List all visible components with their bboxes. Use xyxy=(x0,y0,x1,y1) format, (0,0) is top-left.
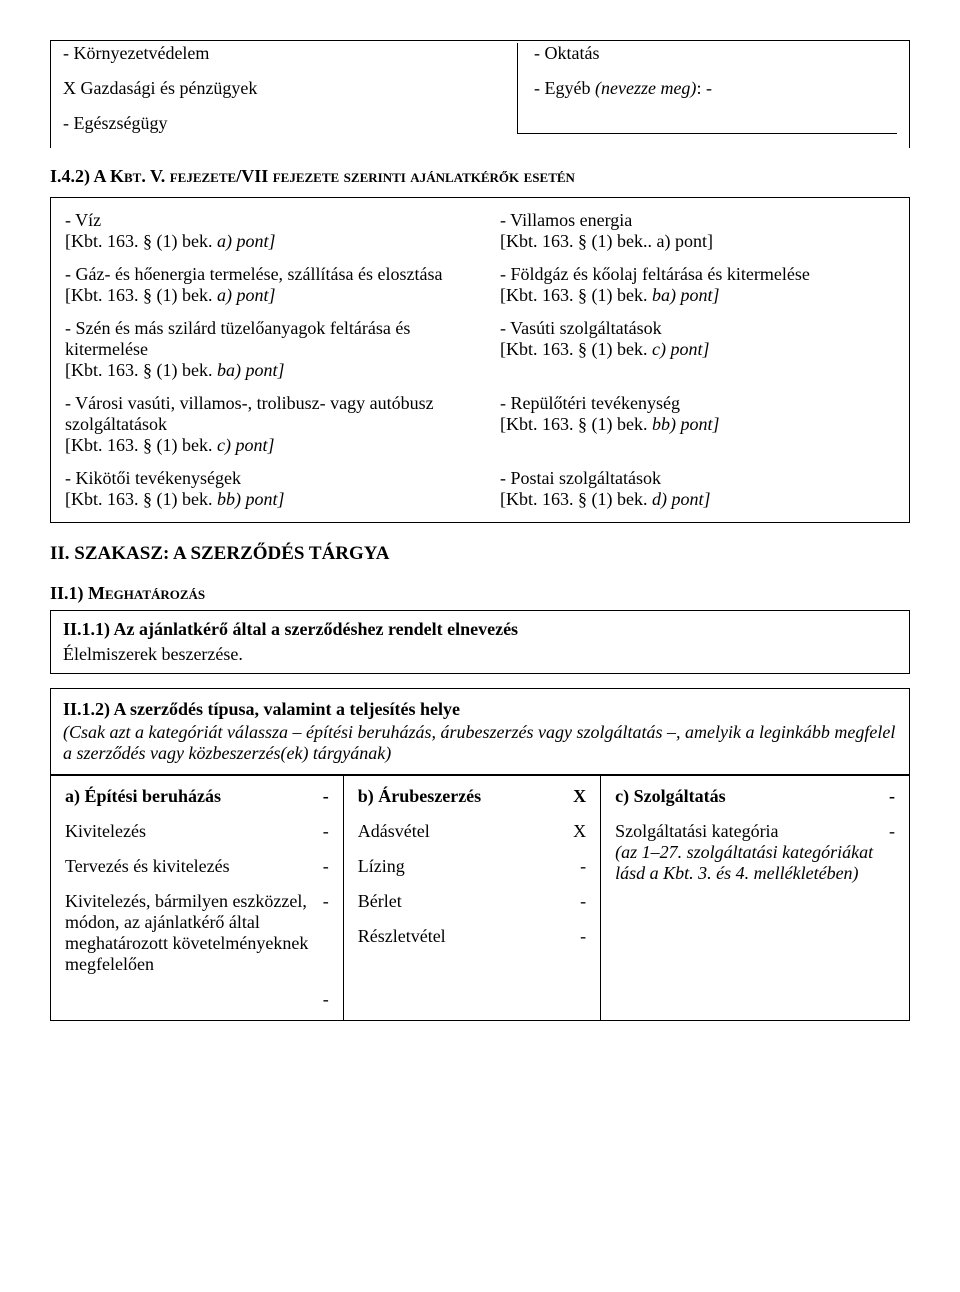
procure-item-mark: - xyxy=(313,821,329,842)
utilities-cell-left: - Városi vasúti, villamos-, trolibusz- v… xyxy=(65,393,460,456)
utilities-cell-left: - Kikötői tevékenységek[Kbt. 163. § (1) … xyxy=(65,468,460,510)
activity-other: - Egyéb (nevezze meg): - xyxy=(534,78,891,99)
utilities-cell-right: - Postai szolgáltatások[Kbt. 163. § (1) … xyxy=(500,468,895,510)
utilities-label: - Szén és más szilárd tüzelőanyagok felt… xyxy=(65,318,460,360)
utilities-ref: [Kbt. 163. § (1) bek. a) pont] xyxy=(65,285,460,306)
activity-left: - Környezetvédelem X Gazdasági és pénzüg… xyxy=(63,43,518,134)
utilities-ref: [Kbt. 163. § (1) bek.. a) pont] xyxy=(500,231,895,252)
procure-item: Részletvétel - xyxy=(358,926,586,947)
activity-edu: - Oktatás xyxy=(534,43,891,64)
utilities-ref: [Kbt. 163. § (1) bek. ba) pont] xyxy=(65,360,460,381)
utilities-list: - Víz[Kbt. 163. § (1) bek. a) pont]- Vil… xyxy=(65,210,895,510)
procure-item-mark: - xyxy=(570,926,586,947)
utilities-label: - Villamos energia xyxy=(500,210,895,231)
activity-econ: X Gazdasági és pénzügyek xyxy=(63,78,503,99)
utilities-label: - Földgáz és kőolaj feltárása és kiterme… xyxy=(500,264,895,285)
procure-item: Adásvétel X xyxy=(358,821,586,842)
utilities-ref: [Kbt. 163. § (1) bek. bb) pont] xyxy=(500,414,895,435)
utilities-cell-right: - Vasúti szolgáltatások[Kbt. 163. § (1) … xyxy=(500,318,895,381)
col-b-items: Adásvétel X Lízing - Bérlet - Részletvétel - xyxy=(358,821,586,947)
utilities-label: - Gáz- és hőenergia termelése, szállítás… xyxy=(65,264,460,285)
procure-item-label: Kivitelezés, bármilyen eszközzel, módon,… xyxy=(65,891,313,975)
procure-col-a: a) Építési beruházás - Kivitelezés-Terve… xyxy=(51,776,343,1020)
utilities-row: - Gáz- és hőenergia termelése, szállítás… xyxy=(65,264,895,306)
procure-item-mark: - xyxy=(313,891,329,975)
activity-health: - Egészségügy xyxy=(63,113,503,134)
utilities-row: - Városi vasúti, villamos-, trolibusz- v… xyxy=(65,393,895,456)
section-ii-heading: II. SZAKASZ: A SZERZŐDÉS TÁRGYA xyxy=(50,543,910,565)
section-ii1-heading: II.1) Meghatározás xyxy=(50,583,910,604)
utilities-cell-left: - Szén és más szilárd tüzelőanyagok felt… xyxy=(65,318,460,381)
utilities-ref: [Kbt. 163. § (1) bek. d) pont] xyxy=(500,489,895,510)
utilities-cell-right: - Földgáz és kőolaj feltárása és kiterme… xyxy=(500,264,895,306)
procure-item-trailing: - xyxy=(65,989,329,1010)
utilities-box: - Víz[Kbt. 163. § (1) bek. a) pont]- Vil… xyxy=(50,197,910,523)
ii11-body: Élelmiszerek beszerzése. xyxy=(63,644,897,665)
col-a-items: Kivitelezés-Tervezés és kivitelezés-Kivi… xyxy=(65,821,329,1010)
col-a-header: a) Építési beruházás - xyxy=(65,786,329,807)
col-c-header: c) Szolgáltatás - xyxy=(615,786,895,807)
procure-item: Kivitelezés - xyxy=(65,821,329,842)
utilities-row: - Kikötői tevékenységek[Kbt. 163. § (1) … xyxy=(65,468,895,510)
utilities-ref: [Kbt. 163. § (1) bek. c) pont] xyxy=(500,339,895,360)
procure-item: Tervezés és kivitelezés - xyxy=(65,856,329,877)
ii12-title: II.1.2) A szerződés típusa, valamint a t… xyxy=(63,699,897,720)
utilities-ref: [Kbt. 163. § (1) bek. c) pont] xyxy=(65,435,460,456)
utilities-label: - Víz xyxy=(65,210,460,231)
ii12-box: II.1.2) A szerződés típusa, valamint a t… xyxy=(50,688,910,775)
utilities-cell-right: - Villamos energia[Kbt. 163. § (1) bek..… xyxy=(500,210,895,252)
procure-item-label: Bérlet xyxy=(358,891,402,912)
utilities-ref: [Kbt. 163. § (1) bek. bb) pont] xyxy=(65,489,460,510)
utilities-label: - Vasúti szolgáltatások xyxy=(500,318,895,339)
procure-table: a) Építési beruházás - Kivitelezés-Terve… xyxy=(50,775,910,1021)
ii11-title: II.1.1) Az ajánlatkérő által a szerződés… xyxy=(63,619,897,640)
activity-env: - Környezetvédelem xyxy=(63,43,503,64)
utilities-label: - Kikötői tevékenységek xyxy=(65,468,460,489)
procure-item-mark: - xyxy=(570,891,586,912)
activity-table: - Környezetvédelem X Gazdasági és pénzüg… xyxy=(63,43,897,134)
procure-item-label: Részletvétel xyxy=(358,926,446,947)
ii11-box: II.1.1) Az ajánlatkérő által a szerződés… xyxy=(50,610,910,674)
activity-right: - Oktatás - Egyéb (nevezze meg): - xyxy=(518,43,897,134)
procure-item: Lízing - xyxy=(358,856,586,877)
utilities-cell-left: - Víz[Kbt. 163. § (1) bek. a) pont] xyxy=(65,210,460,252)
procure-item-mark: - xyxy=(313,856,329,877)
utilities-label: - Repülőtéri tevékenység xyxy=(500,393,895,414)
col-c-body: Szolgáltatási kategória - (az 1–27. szol… xyxy=(615,821,895,884)
utilities-row: - Víz[Kbt. 163. § (1) bek. a) pont] - Vil… xyxy=(65,210,895,252)
procure-item-label: Tervezés és kivitelezés xyxy=(65,856,230,877)
procure-col-c: c) Szolgáltatás - Szolgáltatási kategóri… xyxy=(600,776,909,1020)
utilities-cell-right: - Repülőtéri tevékenység[Kbt. 163. § (1)… xyxy=(500,393,895,456)
procure-col-b: b) Árubeszerzés X AdásvételXLízing-Bérle… xyxy=(343,776,600,1020)
ii12-par: (Csak azt a kategóriát válassza – építés… xyxy=(63,722,897,764)
utilities-label: - Postai szolgáltatások xyxy=(500,468,895,489)
procure-item-mark: - xyxy=(570,856,586,877)
utilities-label: - Városi vasúti, villamos-, trolibusz- v… xyxy=(65,393,460,435)
section-i42-heading: I.4.2) A Kbt. V. fejezete/VII fejezete s… xyxy=(50,166,910,187)
utilities-ref: [Kbt. 163. § (1) bek. ba) pont] xyxy=(500,285,895,306)
utilities-row: - Szén és más szilárd tüzelőanyagok felt… xyxy=(65,318,895,381)
procure-item-label: Lízing xyxy=(358,856,405,877)
col-b-header: b) Árubeszerzés X xyxy=(358,786,586,807)
procure-item-label: Kivitelezés xyxy=(65,821,146,842)
procure-item: Kivitelezés, bármilyen eszközzel, módon,… xyxy=(65,891,329,975)
procure-item-label: Adásvétel xyxy=(358,821,430,842)
activity-box: - Környezetvédelem X Gazdasági és pénzüg… xyxy=(50,40,910,148)
utilities-cell-left: - Gáz- és hőenergia termelése, szállítás… xyxy=(65,264,460,306)
procure-item: Bérlet - xyxy=(358,891,586,912)
procure-item-mark: X xyxy=(563,821,586,842)
utilities-ref: [Kbt. 163. § (1) bek. a) pont] xyxy=(65,231,460,252)
